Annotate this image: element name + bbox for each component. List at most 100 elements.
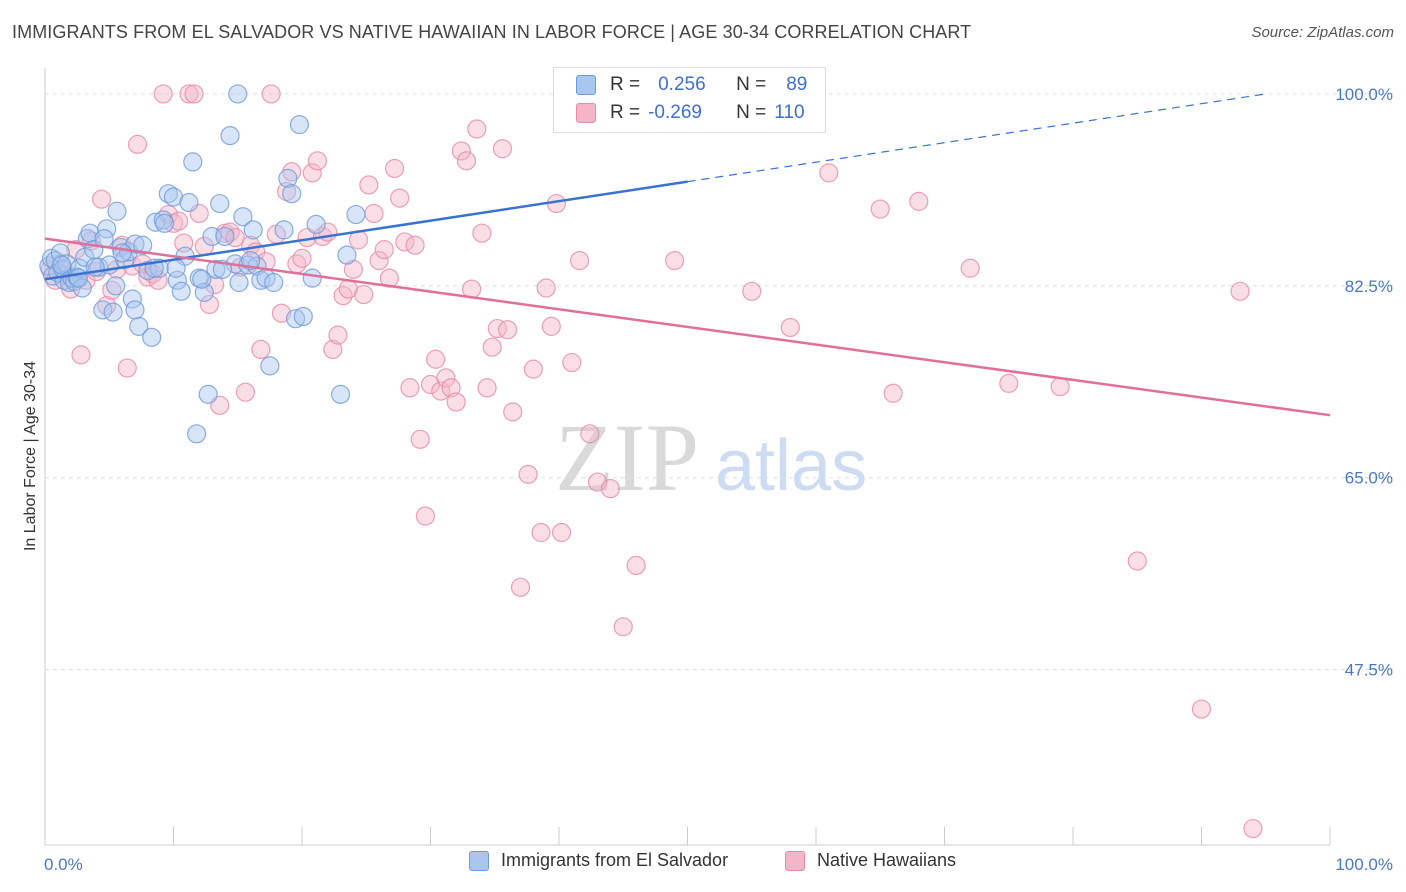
data-point: [337, 245, 357, 265]
source-label: Source: ZipAtlas.com: [1251, 24, 1394, 41]
data-point: [477, 378, 497, 398]
data-point: [125, 300, 145, 320]
data-point: [52, 255, 72, 275]
r-value: 0.256: [658, 74, 706, 95]
data-point: [441, 378, 461, 398]
data-point: [260, 356, 280, 376]
data-point: [410, 429, 430, 449]
tick-labels: 47.5% 65.0% 82.5% 100.0% 0.0% 100.0%: [44, 85, 1393, 874]
data-point: [179, 84, 199, 104]
data-point: [220, 125, 240, 146]
legend-row-native-hawaiians: R = -0.269 N = 110: [576, 101, 805, 125]
data-point: [91, 189, 112, 209]
data-point: [536, 278, 556, 298]
n-label: N =: [736, 74, 767, 95]
data-point: [359, 175, 379, 195]
data-point: [282, 184, 302, 204]
data-point: [510, 577, 531, 597]
data-point: [870, 199, 890, 219]
data-point: [278, 168, 298, 188]
data-point: [243, 220, 263, 240]
data-point: [580, 424, 600, 444]
data-point: [228, 84, 248, 104]
data-point: [600, 479, 621, 499]
data-point: [551, 522, 572, 543]
data-point: [302, 268, 322, 288]
data-point: [503, 402, 523, 422]
legend-label: Native Hawaiians: [817, 850, 957, 870]
x-tick-label-min: 0.0%: [44, 855, 83, 874]
data-point: [184, 84, 204, 104]
data-point: [142, 327, 162, 347]
data-point: [307, 151, 328, 171]
data-point: [626, 555, 646, 576]
data-point: [192, 269, 212, 289]
data-point: [183, 152, 203, 172]
data-point: [472, 223, 492, 243]
legend-item-el-salvador: Immigrants from El Salvador: [469, 850, 728, 871]
blue-swatch: [469, 850, 489, 871]
y-tick-label: 100.0%: [1335, 85, 1393, 104]
data-point: [112, 243, 132, 263]
legend-row-el-salvador: R = 0.256 N = 89: [576, 73, 807, 97]
axes: [44, 68, 1331, 846]
data-point: [436, 368, 456, 388]
n-value: 89: [786, 74, 808, 95]
data-point: [343, 259, 363, 279]
data-point: [883, 383, 903, 403]
data-point: [225, 227, 245, 248]
data-point: [374, 240, 394, 260]
data-point: [229, 272, 249, 293]
data-point: [166, 258, 186, 278]
watermark-zip: ZIP: [555, 404, 699, 511]
data-point: [72, 278, 92, 298]
data-point: [210, 193, 230, 214]
data-point: [187, 424, 207, 444]
data-point: [456, 151, 477, 171]
data-point: [451, 141, 471, 161]
data-point: [199, 294, 220, 315]
data-point: [665, 250, 685, 271]
data-point: [133, 235, 153, 255]
data-point: [742, 281, 762, 301]
x-tick-label-max: 100.0%: [1335, 855, 1393, 874]
y-tick-label: 65.0%: [1345, 469, 1393, 488]
legend-label: Immigrants from El Salvador: [501, 850, 729, 870]
data-point: [261, 84, 281, 104]
data-point: [271, 303, 292, 323]
data-point: [482, 337, 502, 357]
data-point: [999, 373, 1019, 393]
grid-lines: [45, 93, 1395, 671]
data-point: [523, 359, 543, 379]
data-point: [1050, 377, 1070, 397]
el-salvador-points: [39, 84, 605, 444]
pink-swatch: [576, 103, 596, 123]
data-point: [364, 203, 384, 224]
data-point: [158, 184, 178, 204]
legend-item-native-hawaiians: Native Hawaiians: [785, 850, 956, 871]
pink-swatch: [785, 850, 805, 871]
r-label: R =: [610, 74, 641, 95]
data-point: [1243, 818, 1263, 839]
data-point: [780, 317, 800, 338]
data-point: [129, 316, 149, 336]
y-tick-label: 47.5%: [1345, 661, 1393, 680]
el-salvador-trend-line: [44, 180, 688, 281]
blue-swatch: [576, 75, 596, 95]
data-point: [330, 384, 351, 404]
y-tick-label: 82.5%: [1345, 277, 1393, 296]
r-label: R =: [610, 102, 641, 123]
data-point: [333, 286, 353, 306]
data-point: [302, 163, 322, 183]
data-point: [171, 281, 191, 301]
data-point: [103, 302, 123, 322]
data-point: [274, 220, 294, 240]
data-point: [153, 84, 173, 104]
data-point: [541, 316, 561, 336]
data-point: [446, 392, 466, 412]
data-point: [68, 268, 89, 288]
data-point: [492, 139, 513, 159]
data-point: [819, 163, 839, 183]
data-point: [264, 272, 284, 293]
data-point: [251, 339, 271, 360]
